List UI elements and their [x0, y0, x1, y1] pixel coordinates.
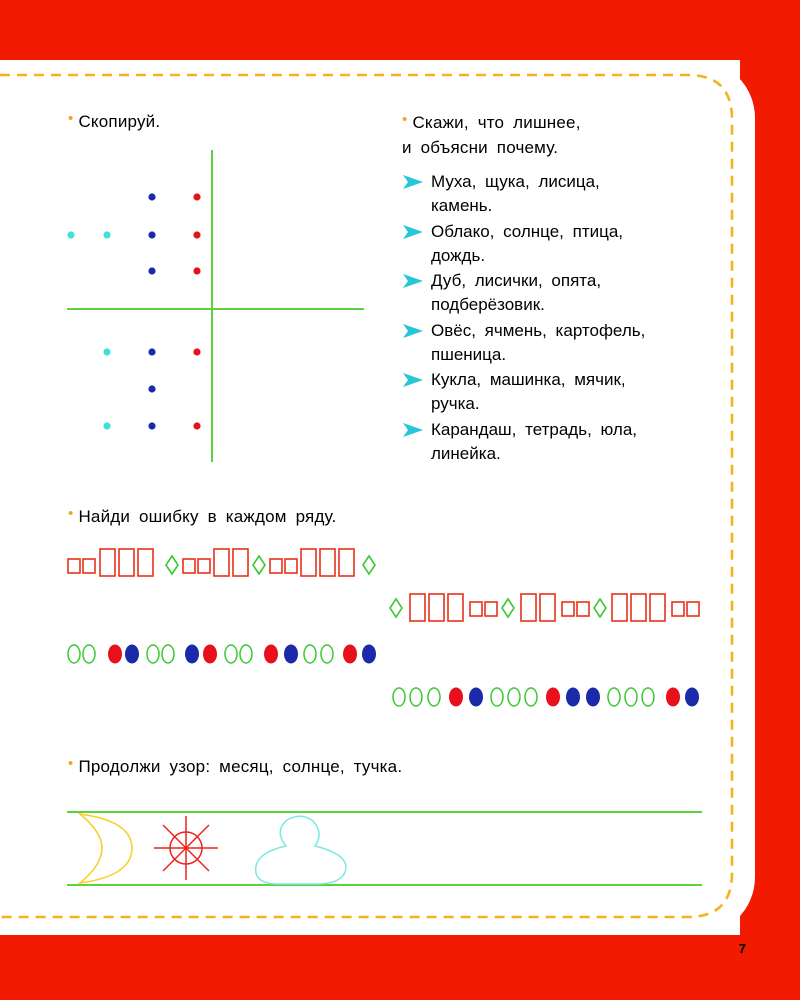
- arrow-right-icon: [403, 274, 423, 288]
- odd-one-list: Муха, щука, лисица, камень. Облако, солнц…: [402, 170, 722, 467]
- page-frame-top: [0, 0, 800, 60]
- dot: [193, 231, 201, 239]
- arrow-right-icon: [403, 175, 423, 189]
- pattern-strip: [67, 811, 702, 886]
- dot: [67, 231, 75, 239]
- arrow-right-icon: [403, 373, 423, 387]
- list-item: Муха, щука, лисица, камень.: [402, 170, 722, 218]
- dot: [193, 193, 201, 201]
- list-item: Карандаш, тетрадь, юла, линейка.: [402, 418, 722, 466]
- list-item: Кукла, машинка, мячик, ручка.: [402, 368, 722, 416]
- arrow-right-icon: [403, 323, 423, 338]
- list-item: Овёс, ячмень, картофель, пшеница.: [402, 319, 722, 367]
- oval-row-1: [67, 644, 376, 664]
- dot: [148, 267, 156, 275]
- dot: [193, 422, 201, 430]
- dot: [103, 348, 111, 356]
- task-copy-title: • Скопируй.: [68, 110, 161, 131]
- copy-dot-grid: [67, 150, 364, 462]
- page-frame-bottom: [0, 935, 800, 1000]
- sun-icon: [154, 816, 218, 880]
- bullet-icon: •: [402, 111, 408, 128]
- shape-row-2: [389, 593, 700, 622]
- dot: [148, 231, 156, 239]
- bullet-icon: •: [68, 110, 74, 127]
- oval-row-2: [392, 687, 699, 707]
- arrow-right-icon: [403, 422, 423, 437]
- dot: [103, 422, 111, 430]
- dot: [193, 348, 201, 356]
- bullet-icon: •: [68, 505, 74, 522]
- list-item: Дуб, лисички, опята, подберёзовик.: [402, 269, 722, 317]
- arrow-right-icon: [403, 224, 423, 239]
- error-pattern-rows: [67, 548, 700, 707]
- dot: [103, 231, 111, 239]
- page-number: 7: [738, 941, 746, 956]
- dot: [193, 267, 201, 275]
- cloud-icon: [254, 815, 347, 885]
- task-find-error-title: • Найди ошибку в каждом ряду.: [68, 505, 337, 526]
- list-item: Облако, солнце, птица, дождь.: [402, 220, 722, 268]
- dot: [148, 193, 156, 201]
- task-pattern-title: • Продолжи узор: месяц, солнце, тучка.: [68, 755, 403, 776]
- dot: [148, 385, 156, 393]
- crescent-moon-icon: [77, 812, 133, 885]
- bullet-icon: •: [68, 755, 74, 772]
- dot: [148, 348, 156, 356]
- task-odd-title: • Скажи, что лишнее, и объясни почему.: [402, 111, 581, 157]
- dot: [148, 422, 156, 430]
- shape-row-1: [67, 548, 376, 577]
